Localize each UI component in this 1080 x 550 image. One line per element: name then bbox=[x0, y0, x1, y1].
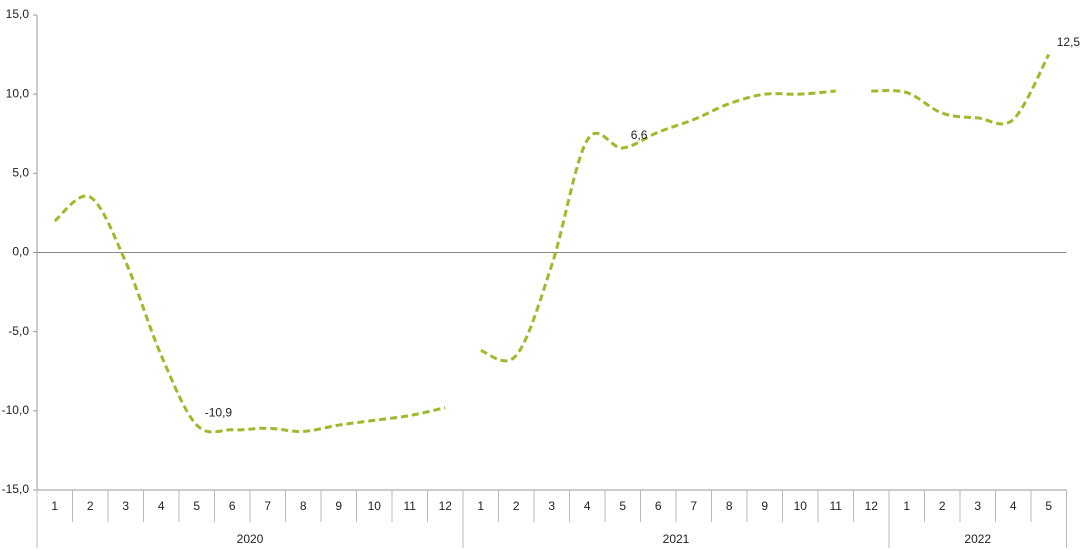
y-tick-label: 15,0 bbox=[6, 7, 30, 21]
group-label: 2022 bbox=[964, 532, 991, 546]
data-label: -10,9 bbox=[205, 405, 233, 419]
x-tick-label: 1 bbox=[477, 499, 484, 513]
x-tick-label: 4 bbox=[158, 499, 165, 513]
group-label: 2021 bbox=[663, 532, 690, 546]
x-tick-label: 11 bbox=[404, 499, 417, 513]
x-tick-label: 2 bbox=[939, 499, 946, 513]
series-line bbox=[53, 194, 446, 434]
x-tick-label: 11 bbox=[830, 499, 843, 513]
y-tick-label: 10,0 bbox=[6, 86, 30, 100]
y-tick-label: -10,0 bbox=[2, 403, 30, 417]
x-tick-label: 10 bbox=[794, 499, 808, 513]
x-tick-label: 4 bbox=[1010, 499, 1017, 513]
x-tick-label: 6 bbox=[229, 499, 236, 513]
data-label: 6,6 bbox=[631, 128, 648, 142]
x-tick-label: 8 bbox=[726, 499, 733, 513]
x-tick-label: 5 bbox=[1045, 499, 1052, 513]
x-tick-label: 10 bbox=[368, 499, 382, 513]
x-tick-label: 9 bbox=[761, 499, 768, 513]
y-tick-label: -15,0 bbox=[2, 482, 30, 496]
x-tick-label: 6 bbox=[655, 499, 662, 513]
x-tick-label: 7 bbox=[264, 499, 271, 513]
x-tick-label: 7 bbox=[690, 499, 697, 513]
x-tick-label: 2 bbox=[513, 499, 520, 513]
x-tick-label: 1 bbox=[903, 499, 910, 513]
x-tick-label: 4 bbox=[584, 499, 591, 513]
x-tick-label: 5 bbox=[193, 499, 200, 513]
data-label: 12,5 bbox=[1057, 35, 1080, 49]
y-tick-label: 0,0 bbox=[12, 245, 29, 259]
x-tick-label: 9 bbox=[335, 499, 342, 513]
x-tick-label: 3 bbox=[548, 499, 555, 513]
x-tick-label: 5 bbox=[619, 499, 626, 513]
x-tick-label: 12 bbox=[865, 499, 879, 513]
x-tick-label: 3 bbox=[122, 499, 129, 513]
series-line bbox=[871, 53, 1051, 126]
series-line bbox=[480, 89, 836, 363]
x-tick-label: 3 bbox=[974, 499, 981, 513]
x-tick-label: 12 bbox=[439, 499, 453, 513]
y-tick-label: 5,0 bbox=[12, 166, 29, 180]
group-label: 2020 bbox=[237, 532, 264, 546]
y-tick-label: -5,0 bbox=[8, 324, 29, 338]
x-tick-label: 2 bbox=[87, 499, 94, 513]
x-tick-label: 8 bbox=[300, 499, 307, 513]
x-tick-label: 1 bbox=[51, 499, 58, 513]
